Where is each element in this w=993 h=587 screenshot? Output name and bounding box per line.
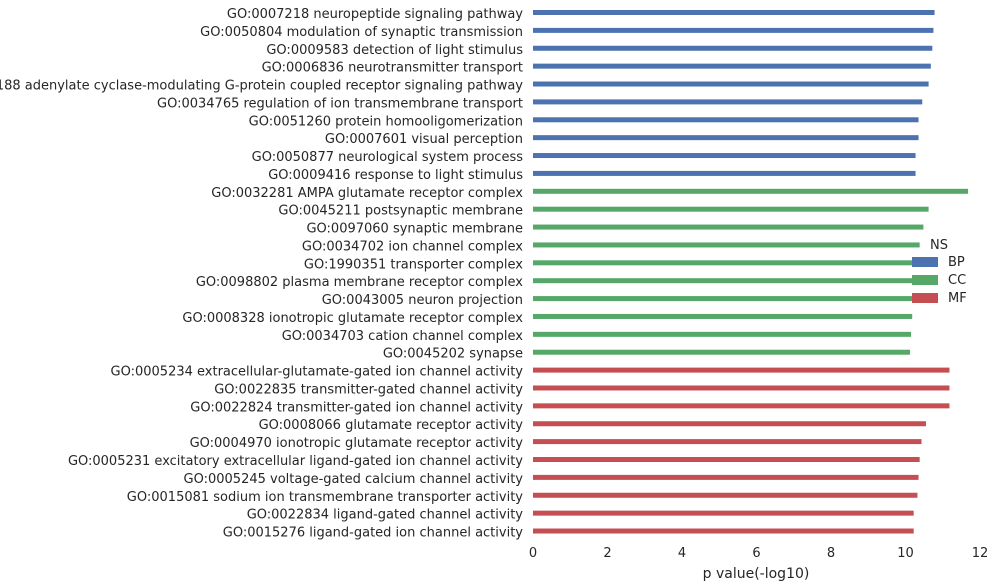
bar-bp-4 [533, 81, 929, 87]
category-label: GO:0005245 voltage-gated calcium channel… [184, 472, 524, 487]
bar-bp-8 [533, 153, 916, 159]
category-labels: GO:0007218 neuropeptide signaling pathwa… [0, 7, 523, 541]
category-label: GO:0051260 protein homooligomerization [249, 114, 523, 129]
x-tick-label: 10 [897, 546, 914, 561]
category-label: GO:0022834 ligand-gated channel activity [247, 508, 524, 523]
category-label: GO:0032281 AMPA glutamate receptor compl… [211, 186, 523, 201]
category-label: GO:0034765 regulation of ion transmembra… [157, 96, 523, 111]
bar-cc-15 [533, 278, 913, 284]
bar-bp-7 [533, 135, 919, 141]
bar-cc-13 [533, 242, 920, 248]
category-label: GO:0007218 neuropeptide signaling pathwa… [227, 7, 523, 22]
bar-cc-11 [533, 206, 929, 212]
category-label: GO:1990351 transporter complex [304, 257, 523, 272]
legend-title: NS [930, 238, 948, 253]
bar-mf-20 [533, 367, 950, 373]
category-label: GO:0045202 synapse [383, 347, 523, 362]
category-label: GO:0008328 ionotropic glutamate receptor… [182, 311, 523, 326]
bars-layer [533, 10, 969, 534]
x-tick-label: 12 [972, 546, 989, 561]
bar-cc-16 [533, 296, 913, 302]
category-label: GO:0043005 neuron projection [322, 293, 523, 308]
category-label: GO:0007188 adenylate cyclase-modulating … [0, 79, 523, 94]
bar-cc-19 [533, 349, 910, 355]
category-label: GO:0015276 ligand-gated ion channel acti… [223, 526, 524, 541]
x-tick-label: 0 [529, 546, 537, 561]
legend-label-cc: CC [948, 273, 966, 288]
category-label: GO:0050804 modulation of synaptic transm… [200, 25, 523, 40]
x-tick-label: 4 [678, 546, 686, 561]
bar-mf-27 [533, 492, 918, 498]
bar-bp-9 [533, 170, 916, 176]
x-axis-ticks: 0 2 4 6 8 10 12 [529, 546, 988, 561]
legend-swatch-bp [912, 257, 938, 267]
legend-label-bp: BP [948, 255, 965, 270]
category-label: GO:0097060 synaptic membrane [306, 222, 523, 237]
category-label: GO:0006836 neurotransmitter transport [262, 61, 523, 76]
category-label: GO:0005231 excitatory extracellular liga… [68, 454, 523, 469]
x-tick-label: 8 [827, 546, 835, 561]
bar-mf-29 [533, 528, 914, 534]
bar-bp-1 [533, 27, 934, 33]
bar-mf-23 [533, 421, 926, 427]
category-label: GO:0009416 response to light stimulus [268, 168, 523, 183]
category-label: GO:0098802 plasma membrane receptor comp… [196, 275, 523, 290]
bar-cc-17 [533, 313, 913, 319]
category-label: GO:0045211 postsynaptic membrane [278, 204, 523, 219]
legend-swatch-mf [912, 293, 938, 303]
category-label: GO:0015081 sodium ion transmembrane tran… [127, 490, 523, 505]
bar-bp-5 [533, 99, 923, 105]
bar-bp-2 [533, 45, 933, 51]
x-tick-label: 6 [752, 546, 760, 561]
category-label: GO:0022835 transmitter-gated channel act… [214, 382, 523, 397]
category-label: GO:0050877 neurological system process [252, 150, 524, 165]
bar-cc-10 [533, 188, 969, 194]
category-label: GO:0007601 visual perception [325, 132, 523, 147]
x-tick-label: 2 [603, 546, 611, 561]
bar-mf-21 [533, 385, 950, 391]
category-label: GO:0034702 ion channel complex [302, 239, 523, 254]
category-label: GO:0004970 ionotropic glutamate receptor… [190, 436, 524, 451]
bar-mf-24 [533, 439, 922, 445]
x-axis-label: p value(-log10) [703, 566, 810, 582]
legend: NS BP CC MF [912, 238, 967, 306]
bar-cc-12 [533, 224, 924, 230]
bar-bp-0 [533, 10, 935, 15]
legend-swatch-cc [912, 275, 938, 285]
legend-label-mf: MF [948, 291, 967, 306]
bar-mf-28 [533, 510, 914, 516]
category-label: GO:0022824 transmitter-gated ion channel… [190, 400, 523, 415]
bar-mf-22 [533, 403, 950, 409]
bar-mf-25 [533, 457, 920, 462]
category-label: GO:0005234 extracellular-glutamate-gated… [111, 365, 524, 380]
category-label: GO:0009583 detection of light stimulus [266, 43, 523, 58]
bar-bp-6 [533, 117, 919, 123]
category-label: GO:0034703 cation channel complex [282, 329, 524, 344]
bar-cc-18 [533, 331, 912, 337]
bar-mf-26 [533, 474, 919, 480]
bar-bp-3 [533, 63, 931, 69]
category-label: GO:0008066 glutamate receptor activity [259, 418, 524, 433]
bar-cc-14 [533, 260, 913, 266]
